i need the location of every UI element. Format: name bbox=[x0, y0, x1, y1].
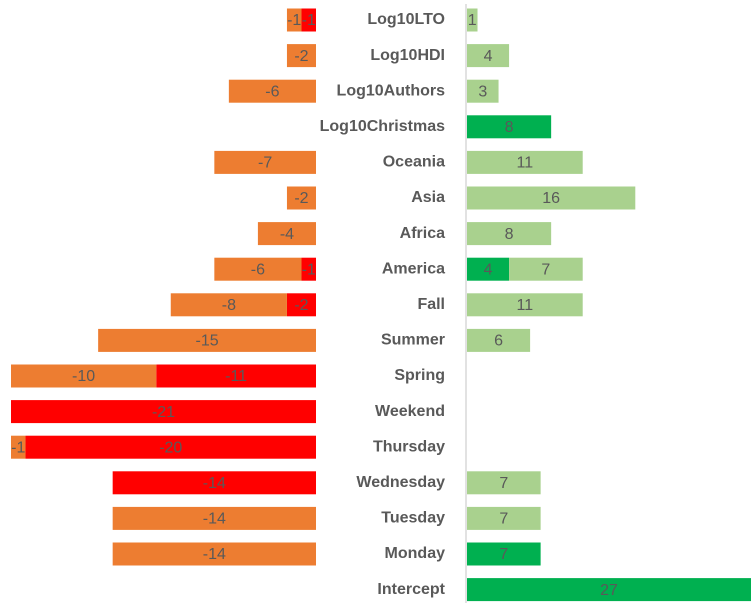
data-label: -1 bbox=[287, 12, 301, 29]
category-label: Summer bbox=[381, 332, 445, 349]
bar-segment bbox=[467, 186, 636, 210]
bar-segment bbox=[301, 257, 316, 281]
data-label: 3 bbox=[478, 83, 487, 100]
category-label: Fall bbox=[417, 296, 445, 313]
bar-segment bbox=[214, 257, 302, 281]
category-label: America bbox=[382, 260, 445, 277]
bar-segment bbox=[11, 364, 157, 388]
category-label: Intercept bbox=[377, 581, 445, 598]
category-label: Thursday bbox=[373, 438, 445, 455]
category-label: Tuesday bbox=[381, 510, 445, 527]
bar-segment bbox=[286, 8, 302, 32]
data-label: 7 bbox=[499, 511, 508, 528]
category-label: Asia bbox=[411, 189, 445, 206]
data-label: -1 bbox=[11, 439, 25, 456]
category-label: Log10Christmas bbox=[320, 118, 445, 135]
bar-segment bbox=[509, 257, 583, 281]
bar-segment bbox=[467, 293, 583, 317]
bar-segment bbox=[112, 471, 317, 495]
data-label: -10 bbox=[72, 368, 95, 385]
data-label: -15 bbox=[196, 333, 219, 350]
data-label: 7 bbox=[499, 475, 508, 492]
data-label: 6 bbox=[494, 333, 503, 350]
data-label: -2 bbox=[294, 48, 308, 65]
bar-segment bbox=[156, 364, 316, 388]
bar-segment bbox=[467, 79, 499, 103]
data-label: -6 bbox=[265, 83, 279, 100]
bar-segment bbox=[112, 542, 317, 566]
data-label: 4 bbox=[484, 48, 493, 65]
data-label: -2 bbox=[294, 297, 308, 314]
bar-segment bbox=[467, 471, 541, 495]
data-label: 11 bbox=[517, 155, 534, 172]
bar-segment bbox=[467, 150, 583, 174]
bar-segment bbox=[170, 293, 287, 317]
bar-segment bbox=[467, 222, 552, 246]
data-label: 8 bbox=[505, 226, 514, 243]
bar-segment bbox=[286, 44, 316, 68]
data-label: -4 bbox=[280, 226, 294, 243]
data-label: -21 bbox=[152, 404, 175, 421]
bar-segment bbox=[467, 542, 541, 566]
data-label: -14 bbox=[203, 475, 226, 492]
data-label: -6 bbox=[251, 261, 265, 278]
category-label: Log10LTO bbox=[367, 11, 445, 28]
bar-segment bbox=[112, 506, 317, 530]
category-label: Oceania bbox=[383, 154, 445, 171]
bar-segment bbox=[467, 257, 510, 281]
data-label: 7 bbox=[499, 546, 508, 563]
data-label: -8 bbox=[222, 297, 236, 314]
data-label: 7 bbox=[541, 261, 550, 278]
bar-segment bbox=[467, 578, 751, 602]
data-label: -7 bbox=[258, 155, 272, 172]
category-label: Log10Authors bbox=[337, 82, 446, 99]
data-label: 8 bbox=[505, 119, 514, 136]
data-label: 11 bbox=[517, 297, 534, 314]
bar-segment bbox=[467, 506, 541, 530]
category-label: Log10HDI bbox=[370, 47, 445, 64]
bar-segment bbox=[214, 150, 316, 174]
bar-segment bbox=[301, 8, 316, 32]
bar-segment bbox=[467, 115, 552, 139]
bar-segment bbox=[467, 328, 531, 352]
bar-segment bbox=[286, 186, 316, 210]
bar-segment bbox=[286, 293, 316, 317]
data-label: 27 bbox=[600, 582, 618, 599]
data-label: -20 bbox=[159, 439, 182, 456]
data-label: -1 bbox=[302, 12, 316, 29]
bar-segment bbox=[11, 435, 26, 459]
data-label: -14 bbox=[203, 546, 226, 563]
bar-segment bbox=[98, 328, 317, 352]
data-label: 1 bbox=[468, 12, 477, 29]
bar-segment bbox=[257, 222, 316, 246]
bar-segment bbox=[11, 400, 316, 424]
bar-segment bbox=[467, 8, 478, 32]
category-label: Weekend bbox=[375, 403, 445, 420]
category-label: Wednesday bbox=[356, 474, 445, 491]
category-label: Monday bbox=[385, 545, 446, 562]
bar-segment bbox=[228, 79, 316, 103]
data-label: -2 bbox=[294, 190, 308, 207]
bar-segment bbox=[25, 435, 317, 459]
category-label: Africa bbox=[400, 225, 445, 242]
data-label: 4 bbox=[484, 261, 493, 278]
data-label: -11 bbox=[225, 368, 247, 385]
data-label: 16 bbox=[542, 190, 560, 207]
data-label: -14 bbox=[203, 511, 226, 528]
category-label: Spring bbox=[394, 367, 445, 384]
data-label: -1 bbox=[302, 261, 316, 278]
bar-segment bbox=[467, 44, 510, 68]
